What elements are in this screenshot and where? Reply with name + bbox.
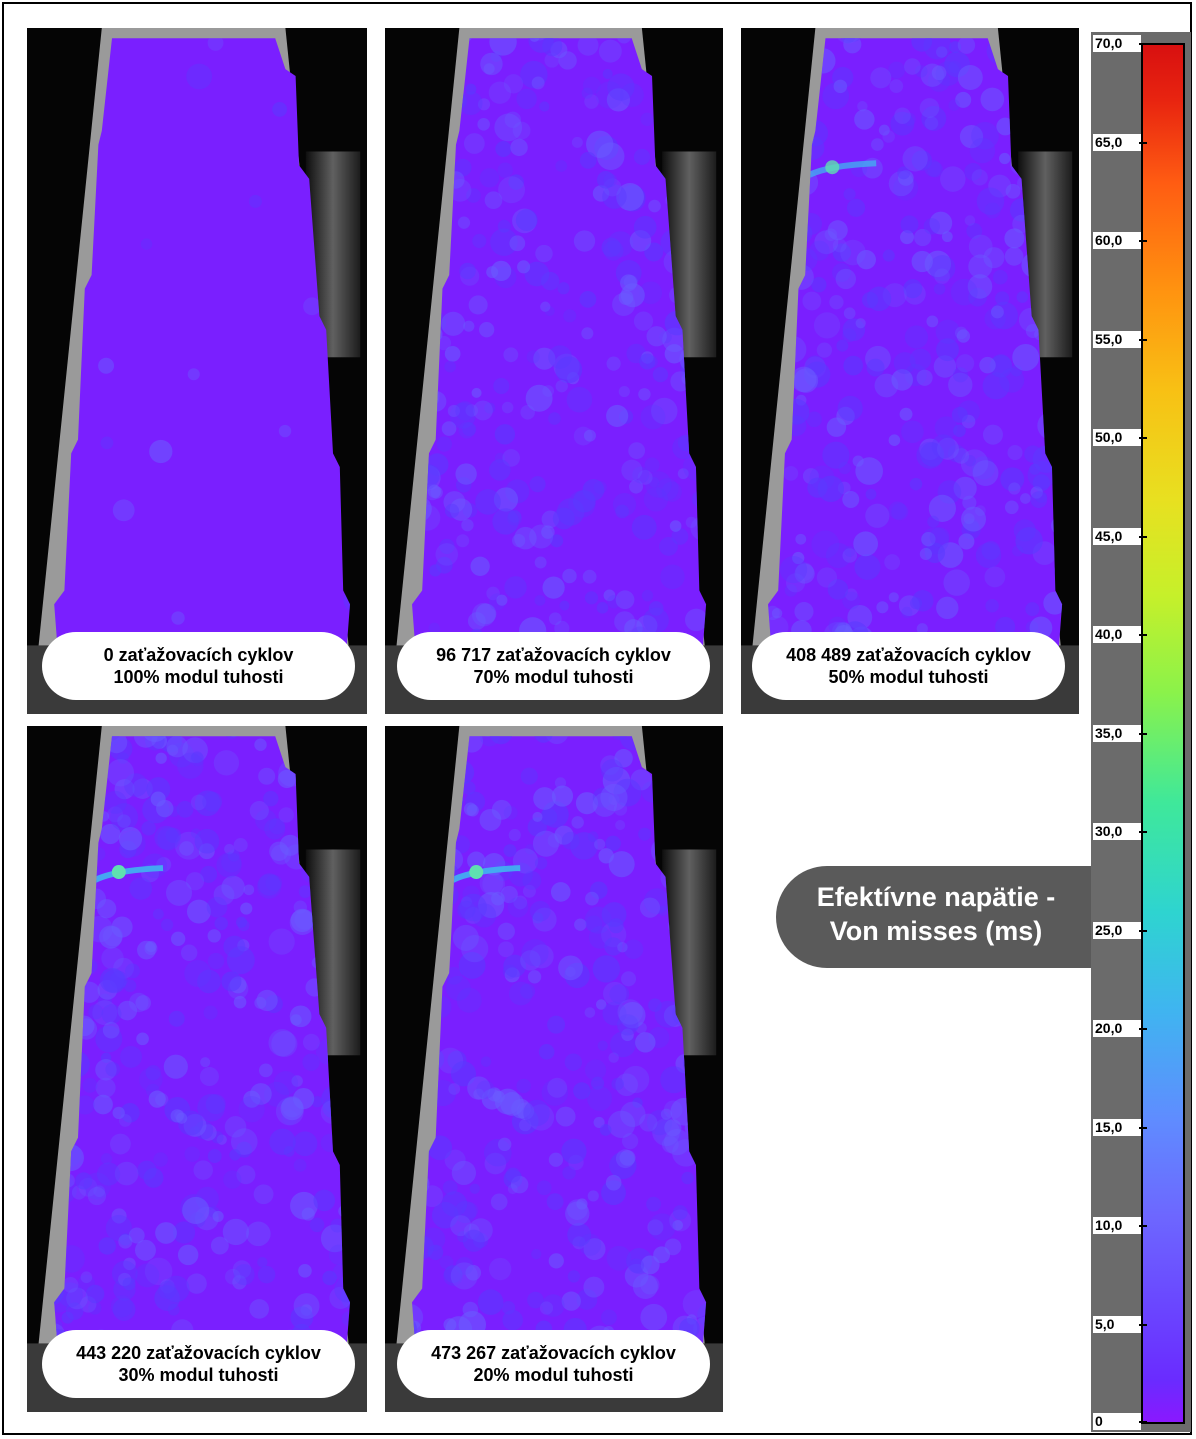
colorbar-tick-label: 60,0 — [1093, 232, 1147, 249]
panel-4-cycles: 443 220 zaťažovacích cyklov — [76, 1343, 321, 1363]
colorbar-tick-label: 0 — [1093, 1413, 1147, 1430]
colorbar-title: Efektívne napätie - Von misses (ms) — [776, 866, 1096, 968]
colorbar-tick-label: 40,0 — [1093, 626, 1147, 643]
colorbar: 70,0 65,0 60,0 55,0 50,0 45,0 40,0 35,0 30,0 25,0… — [1091, 32, 1191, 1432]
panel-5-stiffness: 20% modul tuhosti — [473, 1365, 634, 1385]
strain-field-overlay — [54, 38, 350, 649]
panel-5-cycles: 473 267 zaťažovacích cyklov — [431, 1343, 676, 1363]
colorbar-title-line-1: Efektívne napätie - — [816, 882, 1056, 912]
colorbar-tick-label: 65,0 — [1093, 133, 1147, 151]
colorbar-tick-label: 50,0 — [1093, 429, 1147, 446]
colorbar-tick-label: 25,0 — [1093, 921, 1147, 939]
colorbar-tick-label: 45,0 — [1093, 527, 1147, 545]
colorbar-tick-label: 55,0 — [1093, 330, 1147, 348]
specimen-image — [385, 28, 723, 714]
colorbar-tick-label: 5,0 — [1093, 1315, 1147, 1333]
strain-panel-2 — [385, 28, 723, 714]
panel-2-caption: 96 717 zaťažovacích cyklov 70% modul tuh… — [397, 632, 710, 700]
strain-panel-4 — [27, 726, 367, 1412]
colorbar-tick-label: 15,0 — [1093, 1118, 1147, 1136]
panel-3-cycles: 408 489 zaťažovacích cyklov — [786, 645, 1031, 665]
strain-field-overlay — [54, 736, 350, 1347]
strain-panel-3 — [741, 28, 1079, 714]
panel-5-caption: 473 267 zaťažovacích cyklov 20% modul tu… — [397, 1330, 710, 1398]
colorbar-tick-label: 70,0 — [1093, 35, 1147, 52]
strain-panel-5 — [385, 726, 723, 1412]
panel-3-caption: 408 489 zaťažovacích cyklov 50% modul tu… — [752, 632, 1065, 700]
colorbar-tick-label: 20,0 — [1093, 1020, 1147, 1037]
colorbar-title-line-2: Von misses (ms) — [829, 916, 1043, 946]
colorbar-gradient — [1141, 43, 1185, 1424]
panel-2-stiffness: 70% modul tuhosti — [473, 667, 634, 687]
colorbar-tick-label: 30,0 — [1093, 823, 1147, 840]
panel-4-caption: 443 220 zaťažovacích cyklov 30% modul tu… — [42, 1330, 355, 1398]
panel-1-cycles: 0 zaťažovacích cyklov — [103, 645, 294, 665]
specimen-image — [741, 28, 1079, 714]
specimen-image — [27, 726, 367, 1412]
colorbar-tick-label: 35,0 — [1093, 724, 1147, 742]
colorbar-tick-label: 10,0 — [1093, 1217, 1147, 1234]
panel-4-stiffness: 30% modul tuhosti — [118, 1365, 279, 1385]
strain-panel-1 — [27, 28, 367, 714]
panel-3-stiffness: 50% modul tuhosti — [828, 667, 989, 687]
panel-1-caption: 0 zaťažovacích cyklov 100% modul tuhosti — [42, 632, 355, 700]
panel-1-stiffness: 100% modul tuhosti — [113, 667, 284, 687]
strain-field-overlay — [412, 736, 707, 1347]
panel-2-cycles: 96 717 zaťažovacích cyklov — [436, 645, 671, 665]
specimen-image — [385, 726, 723, 1412]
specimen-image — [27, 28, 367, 714]
